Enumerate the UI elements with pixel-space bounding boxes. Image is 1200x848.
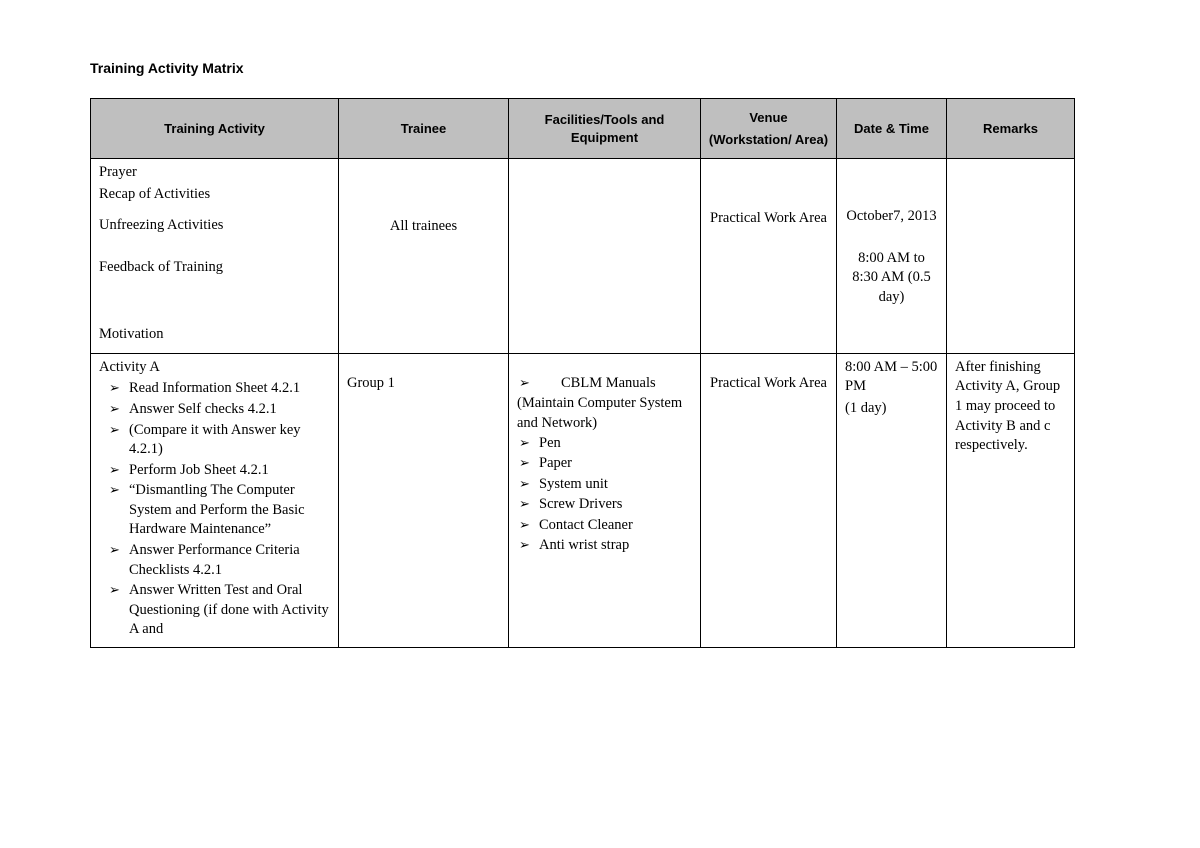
col-remarks: Remarks [947, 99, 1075, 159]
cell-remarks: After finishing Activity A, Group 1 may … [947, 353, 1075, 647]
cell-datetime: October7, 2013 8:00 AM to 8:30 AM (0.5 d… [837, 159, 947, 354]
col-venue-top: Venue [705, 109, 832, 127]
facilities-bullets: Pen Paper System unit Screw Drivers Cont… [517, 434, 692, 556]
cell-facilities: CBLM Manuals (Maintain Computer System a… [509, 353, 701, 647]
cell-remarks [947, 159, 1075, 354]
cell-venue: Practical Work Area [701, 159, 837, 354]
col-venue-sub: (Workstation/ Area) [705, 131, 832, 149]
cell-trainee: Group 1 [339, 353, 509, 647]
cell-datetime: 8:00 AM – 5:00 PM (1 day) [837, 353, 947, 647]
activity-label: Activity A [99, 358, 330, 378]
facilities-parenthetical: (Maintain Computer System and Network) [517, 394, 692, 433]
table-row: Activity A Read Information Sheet 4.2.1 … [91, 353, 1075, 647]
col-trainee: Trainee [339, 99, 509, 159]
activity-bullets: Read Information Sheet 4.2.1 Answer Self… [99, 379, 330, 639]
table-row: Prayer Recap of Activities Unfreezing Ac… [91, 159, 1075, 354]
page-title: Training Activity Matrix [90, 60, 1120, 76]
cell-activity: Prayer Recap of Activities Unfreezing Ac… [91, 159, 339, 354]
cell-trainee: All trainees [339, 159, 509, 354]
cell-facilities [509, 159, 701, 354]
col-activity: Training Activity [91, 99, 339, 159]
col-facilities: Facilities/Tools and Equipment [509, 99, 701, 159]
cell-activity: Activity A Read Information Sheet 4.2.1 … [91, 353, 339, 647]
col-venue: Venue (Workstation/ Area) [701, 99, 837, 159]
col-datetime: Date & Time [837, 99, 947, 159]
cell-venue: Practical Work Area [701, 353, 837, 647]
table-header-row: Training Activity Trainee Facilities/Too… [91, 99, 1075, 159]
training-matrix-table: Training Activity Trainee Facilities/Too… [90, 98, 1075, 648]
